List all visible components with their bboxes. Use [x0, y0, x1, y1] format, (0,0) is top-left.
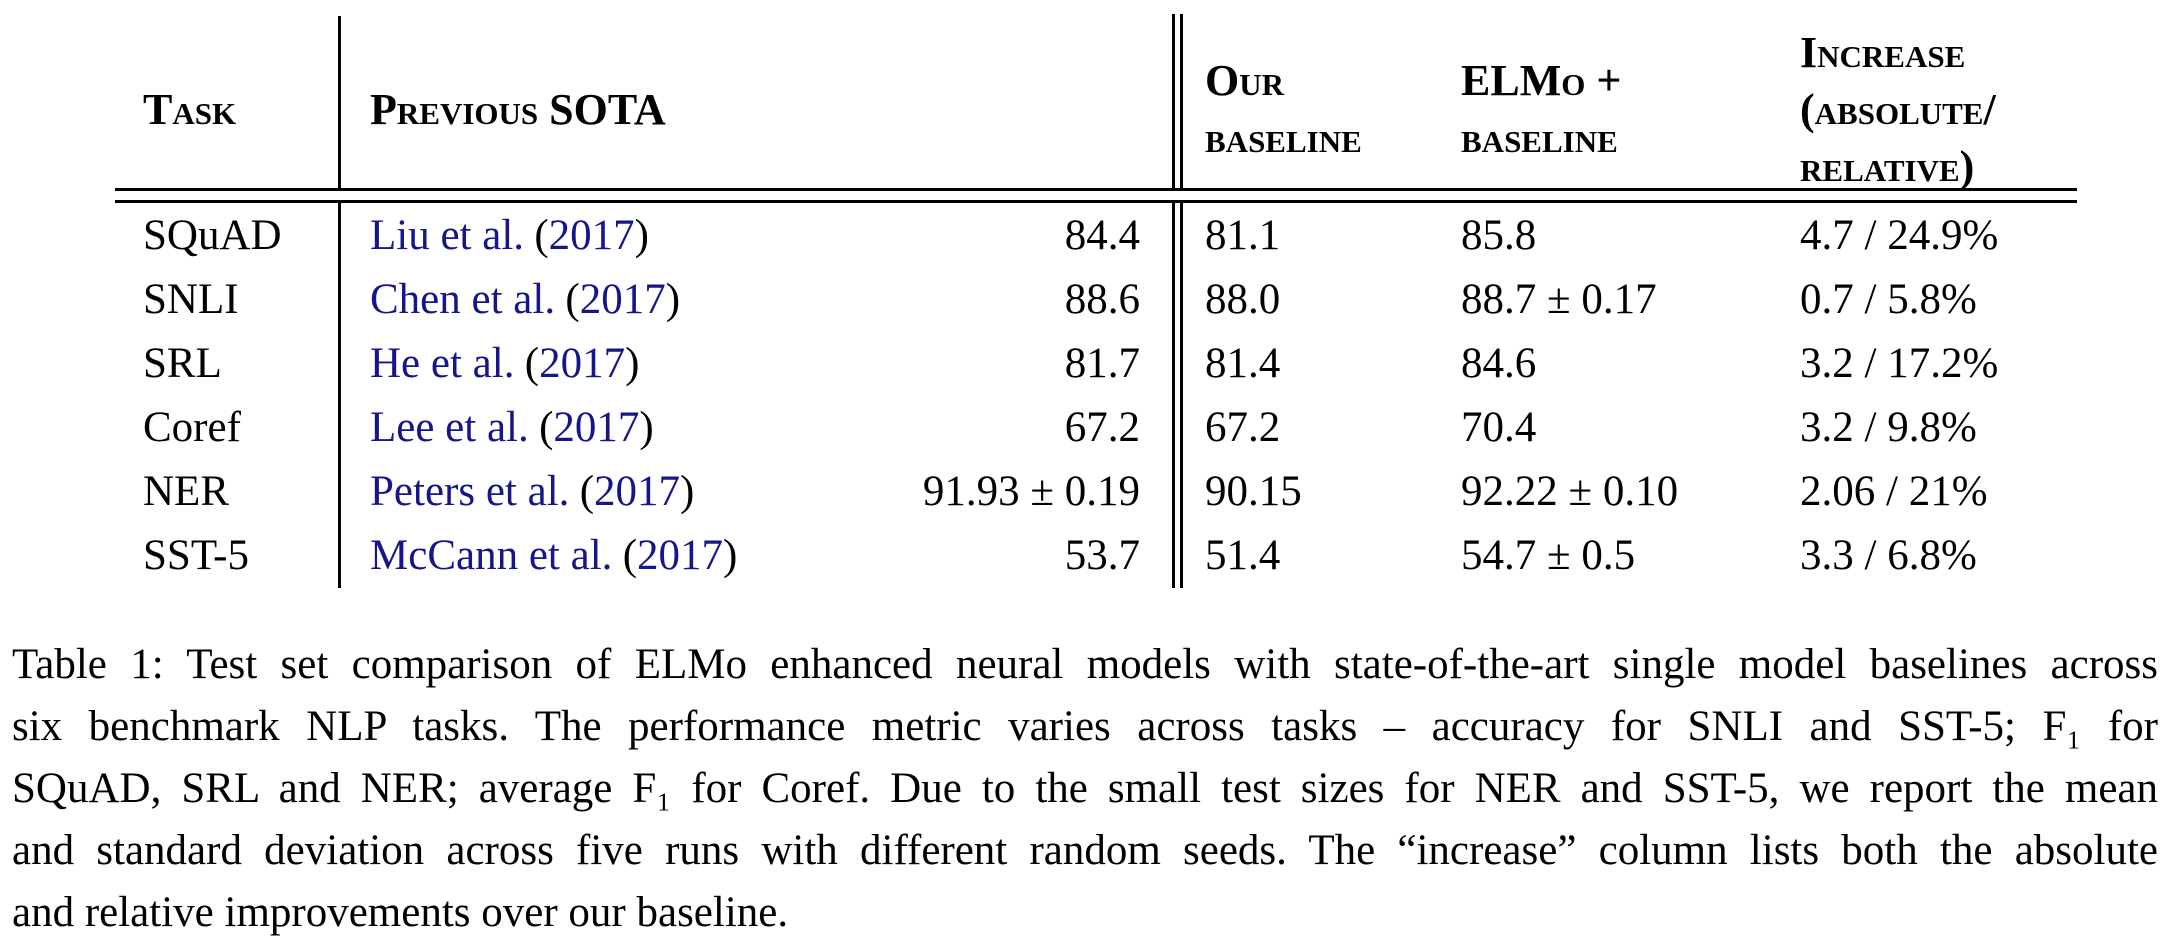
elmo-baseline-cell: 84.6 [1461, 339, 1537, 387]
sota-score: 67.2 [1064, 403, 1140, 451]
citation-paren-close: ) [625, 339, 640, 387]
table-row: Coref Lee et al. (2017) 67.2 67.2 70.4 3.… [115, 395, 2077, 459]
increase-cell: 3.2 / 9.8% [1800, 403, 1977, 451]
previous-sota-cell: Peters et al. (2017) 91.93 ± 0.19 [340, 467, 1172, 516]
task-cell: SRL [143, 339, 222, 387]
sota-score: 91.93 ± 0.19 [922, 467, 1140, 515]
citation-year: 2017 [548, 211, 635, 259]
our-baseline-cell: 81.4 [1205, 339, 1281, 387]
citation-link[interactable]: Peters et al. (2017) [370, 467, 694, 516]
citation-link[interactable]: McCann et al. (2017) [370, 531, 737, 580]
our-baseline-cell: 90.15 [1205, 467, 1302, 515]
previous-sota-cell: Lee et al. (2017) 67.2 [340, 403, 1172, 452]
citation-authors: McCann et al. [370, 531, 613, 579]
results-table: Task Previous SOTA Our baseline ELMo + b… [115, 14, 2077, 588]
our-baseline-cell: 67.2 [1205, 403, 1281, 451]
caption-line: and standard deviation across five runs … [12, 827, 2158, 874]
caption-line: and relative improvements over our basel… [12, 889, 789, 936]
table-row: SNLI Chen et al. (2017) 88.6 88.0 88.7 ± … [115, 267, 2077, 331]
citation-paren-close: ) [634, 211, 649, 259]
citation-link[interactable]: Liu et al. (2017) [370, 211, 649, 260]
citation-paren-open: ( [622, 531, 638, 579]
citation-paren-open: ( [565, 275, 580, 323]
increase-cell: 3.2 / 17.2% [1800, 339, 1999, 387]
header-elmo-baseline-line1: ELMo + [1461, 56, 1622, 105]
increase-cell: 4.7 / 24.9% [1800, 211, 1999, 259]
sota-score: 84.4 [1064, 211, 1140, 259]
header-our-baseline-line2: baseline [1205, 113, 1362, 162]
previous-sota-cell: He et al. (2017) 81.7 [340, 339, 1172, 388]
task-cell: SNLI [143, 275, 239, 323]
citation-year: 2017 [637, 531, 724, 579]
table-row: NER Peters et al. (2017) 91.93 ± 0.19 90.… [115, 459, 2077, 523]
our-baseline-cell: 81.1 [1205, 211, 1281, 259]
elmo-baseline-cell: 70.4 [1461, 403, 1537, 451]
table-caption: Table 1: Test set comparison of ELMo enh… [12, 634, 2158, 944]
header-increase-line3: relative) [1800, 141, 1975, 191]
citation-paren-close: ) [639, 403, 654, 451]
previous-sota-cell: Chen et al. (2017) 88.6 [340, 275, 1172, 324]
header-divider-double-rule [115, 188, 2077, 203]
citation-year: 2017 [539, 339, 626, 387]
citation-paren-close: ) [665, 275, 681, 323]
task-column-divider-line [338, 16, 341, 588]
header-task-label: Task [143, 84, 237, 134]
header-increase-line1: Increase [1800, 27, 1966, 77]
our-baseline-cell: 88.0 [1205, 275, 1281, 323]
table-header-row: Task Previous SOTA Our baseline ELMo + b… [115, 14, 2077, 191]
citation-year: 2017 [594, 467, 681, 515]
citation-year: 2017 [553, 403, 640, 451]
elmo-baseline-cell: 85.8 [1461, 211, 1537, 259]
citation-link[interactable]: Lee et al. (2017) [370, 403, 654, 452]
task-cell: Coref [143, 403, 241, 451]
header-elmo-baseline-line2: baseline [1461, 113, 1618, 162]
table-row: SQuAD Liu et al. (2017) 84.4 81.1 85.8 4.… [115, 203, 2077, 267]
header-previous-sota: Previous SOTA [340, 81, 1172, 138]
header-previous-sota-label: Previous SOTA [370, 84, 666, 134]
elmo-baseline-cell: 54.7 ± 0.5 [1461, 531, 1636, 579]
caption-line: SQuAD, SRL and NER; average F₁ for Coref… [12, 765, 2158, 812]
sota-score: 88.6 [1064, 275, 1140, 323]
citation-link[interactable]: Chen et al. (2017) [370, 275, 680, 324]
task-cell: SST-5 [143, 531, 249, 579]
header-elmo-baseline: ELMo + baseline [1455, 52, 1790, 166]
citation-link[interactable]: He et al. (2017) [370, 339, 639, 388]
previous-sota-cell: McCann et al. (2017) 53.7 [340, 531, 1172, 580]
citation-paren-open: ( [539, 403, 554, 451]
citation-paren-open: ( [524, 339, 540, 387]
elmo-baseline-cell: 92.22 ± 0.10 [1461, 467, 1679, 515]
header-task: Task [115, 81, 340, 138]
citation-authors: He et al. [370, 339, 515, 387]
header-increase: Increase (absolute/ relative) [1790, 24, 2077, 195]
sota-score: 81.7 [1064, 339, 1140, 387]
increase-cell: 3.3 / 6.8% [1800, 531, 1977, 579]
header-our-baseline: Our baseline [1183, 52, 1455, 166]
header-our-baseline-line1: Our [1205, 56, 1284, 105]
table-row: SRL He et al. (2017) 81.7 81.4 84.6 3.2 /… [115, 331, 2077, 395]
citation-year: 2017 [579, 275, 666, 323]
citation-paren-open: ( [534, 211, 549, 259]
table-body: SQuAD Liu et al. (2017) 84.4 81.1 85.8 4.… [115, 203, 2077, 587]
double-column-divider-line [1172, 14, 1183, 588]
previous-sota-cell: Liu et al. (2017) 84.4 [340, 211, 1172, 260]
citation-authors: Lee et al. [370, 403, 529, 451]
table-row: SST-5 McCann et al. (2017) 53.7 51.4 54.7… [115, 523, 2077, 587]
header-increase-line2: (absolute/ [1800, 84, 1996, 134]
our-baseline-cell: 51.4 [1205, 531, 1281, 579]
citation-authors: Liu et al. [370, 211, 525, 259]
increase-cell: 0.7 / 5.8% [1800, 275, 1977, 323]
task-cell: NER [143, 467, 229, 515]
citation-paren-close: ) [723, 531, 738, 579]
citation-authors: Chen et al. [370, 275, 556, 323]
caption-line: six benchmark NLP tasks. The performance… [12, 703, 2158, 750]
caption-line: Table 1: Test set comparison of ELMo enh… [12, 641, 2158, 688]
task-cell: SQuAD [143, 211, 282, 259]
sota-score: 53.7 [1064, 531, 1140, 579]
elmo-baseline-cell: 88.7 ± 0.17 [1461, 275, 1657, 323]
increase-cell: 2.06 / 21% [1800, 467, 1988, 515]
citation-authors: Peters et al. [370, 467, 570, 515]
citation-paren-open: ( [579, 467, 595, 515]
citation-paren-close: ) [680, 467, 695, 515]
